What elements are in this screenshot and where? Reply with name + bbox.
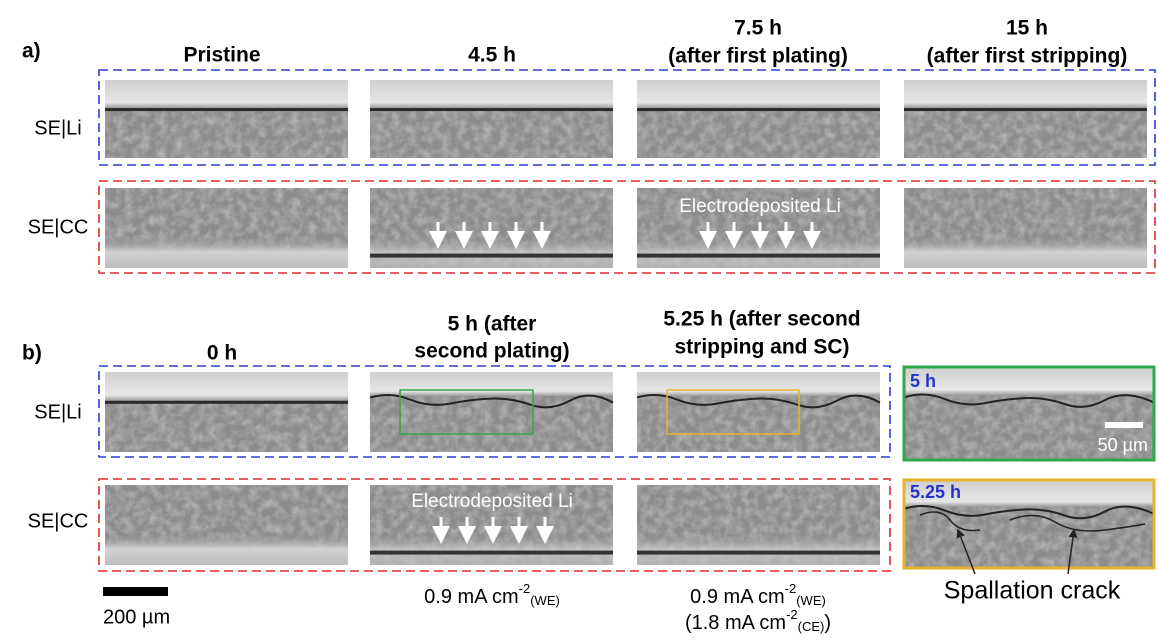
crack-pointer	[956, 528, 976, 575]
li-layer	[637, 372, 880, 396]
crack	[919, 511, 1146, 532]
column-title: 15 h	[1006, 17, 1048, 40]
current-density: 0.9 mA cm-2(WE)	[424, 581, 560, 608]
current-end: )	[824, 612, 831, 634]
current-sub: (CE)	[798, 619, 825, 634]
li-layer	[905, 481, 1153, 507]
frame-se-li-b	[98, 365, 891, 458]
micrographs	[105, 80, 1154, 567]
rough-interface	[904, 504, 1154, 520]
li-layer	[637, 80, 880, 109]
current-main: 0.9 mA cm	[424, 586, 518, 608]
column-subtitle: (after first stripping)	[927, 45, 1128, 68]
annotation: Electrodeposited Li	[679, 196, 841, 217]
inset-frame-green	[902, 365, 1156, 462]
panel-label: a)	[22, 40, 41, 63]
panel-label: b)	[22, 342, 42, 365]
annotation: Electrodeposited Li	[411, 491, 573, 512]
row-label: SE|Li	[34, 401, 81, 423]
current-main: (1.8 mA cm	[685, 612, 786, 634]
roi-green	[399, 389, 534, 435]
column-title: 5 h (after	[448, 313, 537, 336]
frame-se-cc-b	[98, 478, 891, 572]
row-label: SE|CC	[28, 216, 89, 238]
li-layer	[105, 80, 348, 109]
inset-scale-label: 50 µm	[1098, 435, 1148, 455]
current-sub: (WE)	[796, 593, 826, 608]
column-title: 5.25 h (after second	[663, 308, 860, 331]
inset-label: 5 h	[910, 371, 936, 391]
current-density: (1.8 mA cm-2(CE))	[685, 607, 831, 634]
current-density: 0.9 mA cm-2(WE)	[690, 581, 826, 608]
column-subtitle: stripping and SC)	[675, 336, 850, 359]
cc-layer	[904, 236, 1147, 268]
cc-layer	[637, 533, 880, 565]
li-layer	[904, 80, 1147, 109]
li-deposit	[637, 550, 880, 555]
frame-se-li-a	[98, 69, 1156, 166]
current-sub: (WE)	[530, 593, 560, 608]
column-title: 7.5 h	[734, 17, 782, 40]
li-deposit	[370, 253, 613, 258]
cc-layer	[105, 236, 348, 268]
column-title: Pristine	[183, 44, 260, 67]
column-subtitle: (after first plating)	[668, 45, 848, 68]
interface	[370, 108, 613, 112]
li-layer	[905, 368, 1153, 396]
rough-interface	[636, 394, 881, 409]
row-label: SE|CC	[28, 510, 89, 532]
crack-pointer	[1067, 528, 1078, 575]
li-layer	[370, 372, 613, 396]
scale-bar	[103, 587, 168, 596]
row-label: SE|Li	[34, 117, 81, 139]
cc-layer	[637, 236, 880, 268]
column-title: 0 h	[207, 342, 237, 365]
scale-bar-label: 200 µm	[103, 606, 170, 628]
cc-layer	[370, 236, 613, 268]
rough-interface	[369, 394, 614, 409]
interface	[105, 400, 348, 404]
column-title: 4.5 h	[468, 44, 516, 67]
inset-label: 5.25 h	[910, 482, 961, 502]
li-layer	[105, 372, 348, 401]
li-layer	[370, 80, 613, 109]
inset-scale-bar	[1105, 422, 1143, 428]
li-deposit	[637, 253, 880, 258]
interface	[904, 108, 1147, 112]
roi-orange	[666, 389, 800, 435]
inset-frame-orange	[902, 478, 1156, 570]
li-deposit	[370, 550, 613, 555]
inset-annotation: Spallation crack	[944, 577, 1121, 605]
cc-layer	[105, 533, 348, 565]
interface	[105, 108, 348, 112]
current-sup: -2	[519, 581, 531, 596]
cc-layer	[370, 533, 613, 565]
current-main: 0.9 mA cm	[690, 586, 784, 608]
current-sup: -2	[785, 581, 797, 596]
rough-interface	[904, 393, 1154, 408]
column-subtitle: second plating)	[414, 340, 569, 363]
current-sup: -2	[786, 607, 798, 622]
interface	[637, 108, 880, 112]
